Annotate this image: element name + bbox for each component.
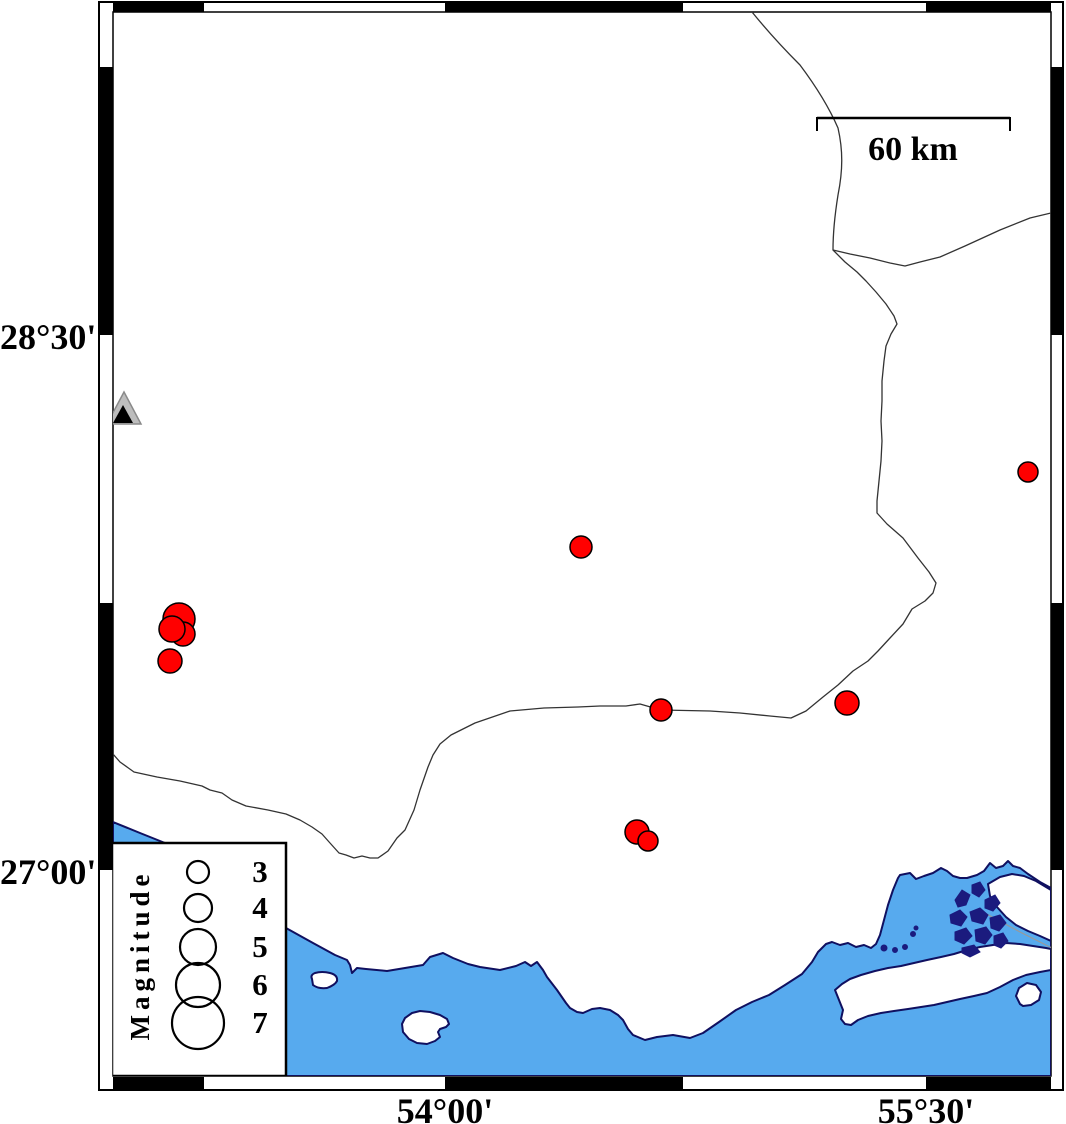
- border-lines: [113, 12, 1051, 859]
- legend-circles: [170, 859, 226, 1051]
- frame-tick-segment: [445, 2, 683, 12]
- circle-marker: [569, 535, 593, 559]
- frame-tick-segment: [1051, 603, 1063, 870]
- legend-magnitude-7: 7: [252, 1005, 268, 1040]
- small-island: [401, 1010, 450, 1045]
- lon-label-left: 54°00': [396, 1091, 494, 1124]
- tidal-islet-cluster: [880, 881, 1009, 958]
- sea: [113, 821, 1051, 1076]
- circle-marker: [637, 830, 659, 852]
- frame-tick-segment: [926, 2, 1051, 12]
- frame-tick-segment: [445, 1077, 683, 1089]
- circle-marker: [834, 690, 860, 716]
- frame-tick-segment: [113, 1077, 204, 1089]
- legend-magnitude-5: 5: [252, 929, 268, 964]
- legend-magnitude-3: 3: [252, 854, 268, 889]
- lon-label-right: 55°30': [877, 1091, 975, 1124]
- frame-tick-segment: [1051, 67, 1063, 335]
- legend-magnitude-4: 4: [252, 890, 268, 925]
- circle-marker: [649, 698, 673, 722]
- earthquake-markers: [157, 461, 1039, 852]
- frame-tick-segment: [99, 67, 113, 335]
- lat-label-top: 28°30': [0, 317, 97, 357]
- circle-marker: [157, 648, 183, 674]
- circle-marker: [1017, 461, 1039, 483]
- scale-bar: [816, 116, 1011, 131]
- legend-magnitude-6: 6: [252, 967, 268, 1002]
- legend-title: Magnitude: [125, 869, 155, 1041]
- circle-marker: [182, 892, 214, 924]
- magnitude-legend: [113, 841, 288, 1076]
- station-triangle-icon: [113, 390, 143, 425]
- circle-marker: [158, 615, 186, 643]
- lat-label-bottom: 27°00': [0, 852, 97, 892]
- large-island: [834, 942, 1051, 1026]
- frame-tick-segment: [113, 2, 204, 12]
- circle-marker: [185, 859, 211, 885]
- small-island: [310, 971, 339, 990]
- coastal-promontory: [987, 873, 1051, 942]
- small-island: [1015, 982, 1042, 1007]
- frame-tick-segment: [926, 1077, 1051, 1089]
- circle-marker: [178, 927, 218, 967]
- circle-marker: [170, 995, 226, 1051]
- frame-tick-segment: [99, 603, 113, 870]
- scale-bar-label: 60 km: [868, 131, 958, 168]
- circle-marker: [174, 961, 222, 1009]
